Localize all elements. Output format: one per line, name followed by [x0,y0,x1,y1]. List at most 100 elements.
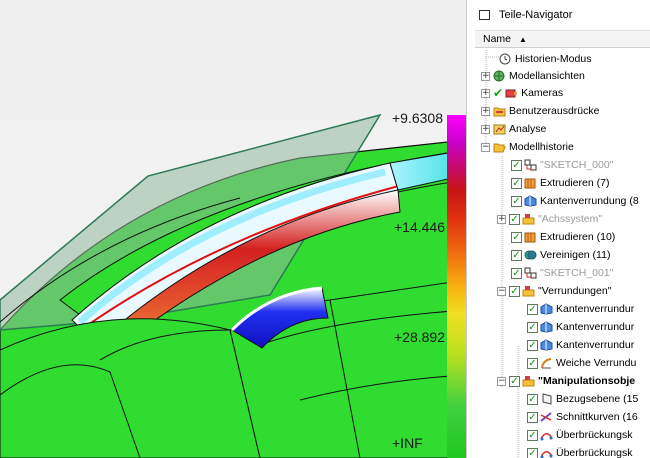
tree-item-kantenverrundung-b[interactable]: ✓ Kantenverrundur [527,318,634,336]
tree-item-ueberbrueckung-b[interactable]: ✓ Überbrückungsk [527,444,632,458]
tree-item-label: Modellhistorie [509,141,574,153]
tree-item-label: Benutzerausdrücke [509,105,600,117]
visibility-checkbox[interactable]: ✓ [527,447,538,458]
expand-icon[interactable]: + [481,123,490,134]
expand-icon[interactable]: + [481,105,490,116]
visibility-checkbox[interactable]: ✓ [511,177,522,189]
visibility-checkbox[interactable]: ✓ [527,429,538,441]
tree-item-weiche-verrundung[interactable]: ✓ Weiche Verrundu [527,354,636,372]
column-header-name[interactable]: Name ▲ [475,30,650,48]
tree-item-modellansichten[interactable]: + Modellansichten [481,67,585,85]
edge-blend-icon [540,339,553,351]
visibility-checkbox[interactable]: ✓ [527,393,538,405]
tree-item-bezugsebene[interactable]: ✓ Bezugsebene (15 [527,390,638,408]
column-name-label: Name [483,33,512,45]
extrude-icon [524,177,537,189]
tree-item-label: Bezugsebene (15 [556,393,639,405]
tree-item-verrundungen[interactable]: − ✓ "Verrundungen" [497,282,611,300]
tree-item-label: Schnittkurven (16 [556,411,638,423]
tree-item-label: Analyse [509,123,547,135]
tree-item-label: Überbrückungsk [556,429,633,441]
expand-icon[interactable]: + [497,213,506,224]
tree-item-label: "Verrundungen" [538,285,612,297]
tree-item-schnittkurven[interactable]: ✓ Schnittkurven (16 [527,408,638,426]
tree-item-ueberbrueckung-a[interactable]: ✓ Überbrückungsk [527,426,632,444]
tree-item-extrudieren-7[interactable]: ✓ Extrudieren (7) [511,174,609,192]
part-navigator[interactable]: Teile-Navigator Name ▲ Historien-Modus +… [466,0,650,458]
tree-item-label: "Manipulationsobje [538,375,636,387]
tree-item-label: Kantenverrundur [556,303,635,315]
visibility-checkbox[interactable]: ✓ [527,357,538,369]
edge-blend-icon [524,195,537,207]
extrude-icon [524,231,537,243]
group-icon [522,285,535,297]
sketch-icon [524,267,537,279]
visibility-checkbox[interactable]: ✓ [511,159,522,171]
tree-item-label: Vereinigen (11) [540,249,611,261]
group-icon [522,375,535,387]
analysis-icon [493,123,506,135]
visibility-checkbox[interactable]: ✓ [511,249,522,261]
visibility-checkbox[interactable]: ✓ [511,267,522,279]
visibility-checkbox[interactable]: ✓ [527,411,538,423]
checkmark-icon: ✔ [493,86,504,100]
tree-item-label: Kantenverrundur [556,321,635,333]
collapse-icon[interactable]: − [497,285,506,296]
tree-item-achssystem[interactable]: + ✓ "Achssystem" [497,210,602,228]
collapse-icon[interactable]: − [497,375,506,386]
tree-item-vereinigen-11[interactable]: ✓ Vereinigen (11) [511,246,610,264]
group-icon [522,213,535,225]
visibility-checkbox[interactable]: ✓ [527,303,538,315]
clock-icon [499,53,512,65]
tree-item-sketch-001[interactable]: ✓ "SKETCH_001" [511,264,613,282]
tree-item-kantenverrundung-a[interactable]: ✓ Kantenverrundur [527,300,634,318]
tree-item-label: Kantenverrundung (8 [540,195,639,207]
analysis-color-scale [447,115,466,458]
visibility-checkbox[interactable]: ✓ [511,231,522,243]
tree-item-label: "SKETCH_000" [540,159,614,171]
tree-item-label: Kameras [521,87,564,99]
scale-label-inf: +INF [392,435,423,451]
expand-icon[interactable]: + [481,70,490,81]
unite-icon [524,249,537,261]
folder-icon [493,105,506,117]
tree-item-label: Überbrückungsk [556,447,633,458]
tree-item-sketch-000[interactable]: ✓ "SKETCH_000" [511,156,613,174]
tree-item-kantenverrundung-c[interactable]: ✓ Kantenverrundur [527,336,634,354]
tree-item-kameras[interactable]: + ✔ Kameras [481,84,563,102]
tree-item-label: "Achssystem" [538,213,603,225]
visibility-checkbox[interactable]: ✓ [527,339,538,351]
soft-blend-icon [540,357,553,369]
visibility-checkbox[interactable]: ✓ [527,321,538,333]
tree-item-label: Extrudieren (10) [540,231,616,243]
tree-item-label: Weiche Verrundu [556,357,637,369]
tree-item-extrudieren-10[interactable]: ✓ Extrudieren (10) [511,228,615,246]
views-icon [493,70,506,82]
sort-ascending-icon: ▲ [519,34,527,44]
expand-icon[interactable]: + [481,87,490,98]
datum-plane-icon [540,393,553,405]
scale-label-max: +9.6308 [392,110,443,126]
tree-item-modellhistorie[interactable]: − Modellhistorie [481,138,574,156]
visibility-checkbox[interactable]: ✓ [509,213,520,225]
tree-item-label: "SKETCH_001" [540,267,614,279]
navigator-title-bar: Teile-Navigator [467,0,650,30]
collapse-icon[interactable]: − [481,141,490,152]
tree-item-analyse[interactable]: + Analyse [481,120,546,138]
graphics-viewport[interactable]: +9.6308 +14.446 +28.892 +INF [0,0,466,458]
tree-item-label: Kantenverrundur [556,339,635,351]
intersection-curve-icon [540,411,553,423]
scale-label-2: +14.446 [394,219,445,235]
tree-item-historien-modus[interactable]: Historien-Modus [499,50,591,68]
tree-item-kantenverrundung-8[interactable]: ✓ Kantenverrundung (8 [511,192,639,210]
tree-item-label: Historien-Modus [515,53,592,65]
tree-item-label: Extrudieren (7) [540,177,610,189]
tree-item-manipulationsobjekte[interactable]: − ✓ "Manipulationsobje [497,372,635,390]
visibility-checkbox[interactable]: ✓ [511,195,522,207]
edge-blend-icon [540,321,553,333]
camera-icon [505,87,518,99]
scale-label-3: +28.892 [394,329,445,345]
visibility-checkbox[interactable]: ✓ [509,285,520,297]
tree-item-benutzerausdruecke[interactable]: + Benutzerausdrücke [481,102,599,120]
visibility-checkbox[interactable]: ✓ [509,375,520,387]
